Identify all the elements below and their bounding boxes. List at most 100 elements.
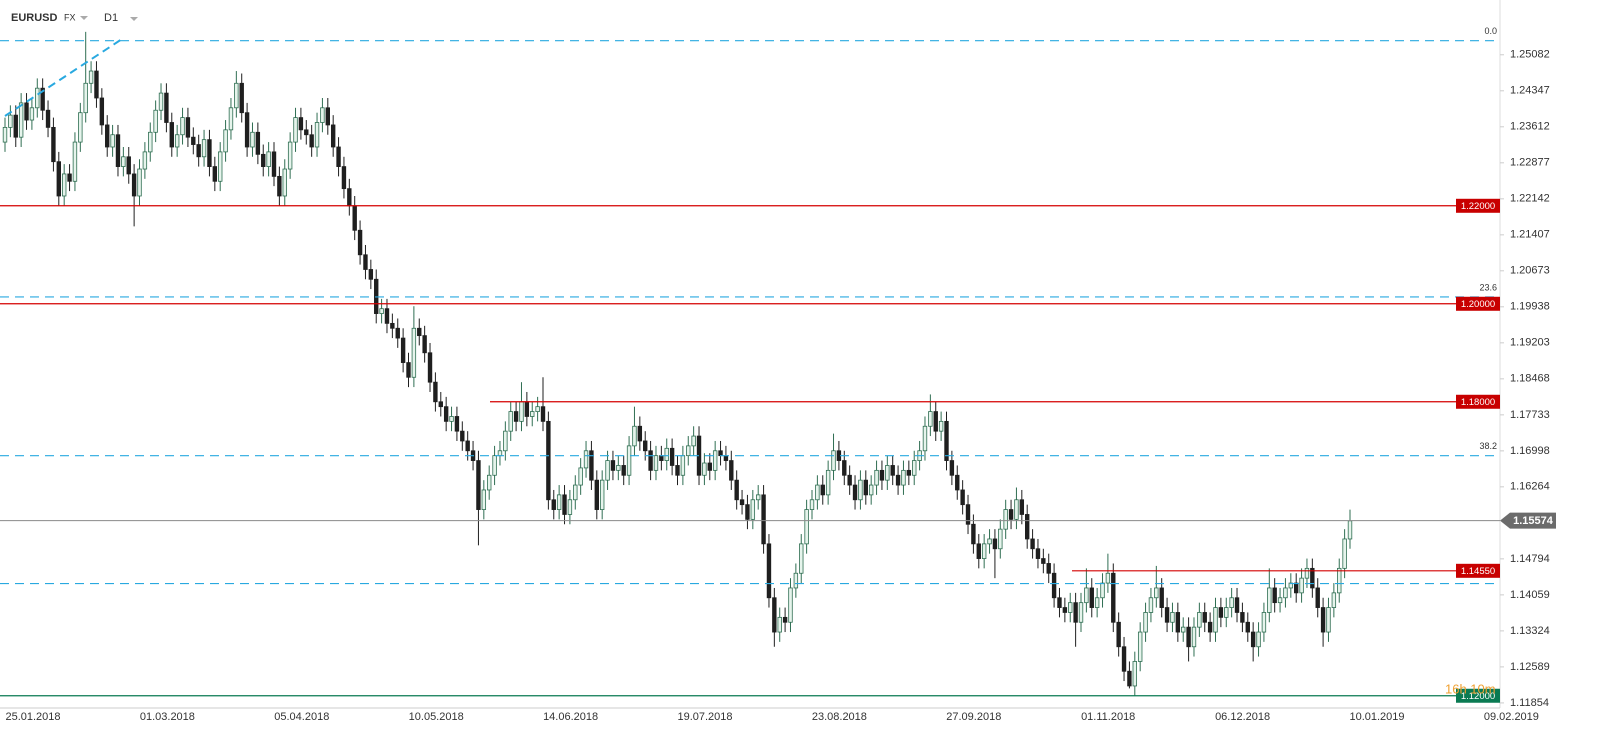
candle-body <box>1164 607 1170 623</box>
x-tick-label: 19.07.2018 <box>677 711 732 723</box>
candle-body <box>153 109 158 133</box>
candle-body <box>562 494 567 515</box>
level-badge <box>1456 198 1500 213</box>
candle-body <box>131 173 137 197</box>
candle-body <box>61 173 67 197</box>
candle-body <box>1191 626 1197 648</box>
candle-body <box>1046 563 1051 574</box>
candle-body <box>1175 612 1181 633</box>
candle-body <box>1229 597 1234 608</box>
candle-body <box>67 173 72 182</box>
candle-body <box>357 229 363 256</box>
level-badge-label: 1.18000 <box>1461 397 1495 408</box>
candle-body <box>1159 587 1164 608</box>
timeframe[interactable]: D1 <box>104 12 118 24</box>
trend-line[interactable] <box>4 38 123 117</box>
y-tick-label: 1.25082 <box>1510 49 1550 61</box>
candle-body <box>664 447 669 461</box>
candle-body <box>29 107 35 121</box>
fib-label: 0.0 <box>1484 26 1497 36</box>
x-tick-label: 01.11.2018 <box>1081 711 1135 723</box>
candle-body <box>1057 597 1062 608</box>
x-tick-label: 09.02.2019 <box>1484 711 1539 723</box>
candle-body <box>1202 612 1207 623</box>
candle-body <box>406 362 411 378</box>
symbol[interactable]: EURUSD <box>11 12 58 24</box>
y-tick-label: 1.12589 <box>1510 661 1550 673</box>
candle-body <box>492 455 497 476</box>
candle-body <box>411 327 417 378</box>
candle-body <box>998 528 1003 550</box>
candle-body <box>546 420 551 501</box>
candle-body <box>686 445 691 457</box>
candle-body <box>637 425 643 442</box>
candle-body <box>745 504 750 520</box>
candle-body <box>400 337 406 363</box>
candle-body <box>379 308 384 314</box>
candle-body <box>363 254 368 270</box>
y-tick-label: 1.14059 <box>1510 589 1550 601</box>
candle-body <box>535 406 540 412</box>
candle-body <box>1068 602 1073 613</box>
dropdown-arrow[interactable] <box>80 16 88 20</box>
candle-body <box>1261 612 1267 633</box>
candle-body <box>1121 646 1127 672</box>
candle-body <box>234 82 239 109</box>
candle-body <box>885 465 890 481</box>
candle-body <box>454 416 460 432</box>
x-tick-label: 06.12.2018 <box>1215 711 1270 723</box>
candle-body <box>1062 607 1068 613</box>
candle-body <box>820 484 825 496</box>
candle-body <box>212 166 218 182</box>
candle-body <box>955 474 960 491</box>
candle-body <box>126 156 131 175</box>
candle-body <box>51 126 56 163</box>
y-tick-label: 1.17733 <box>1510 409 1550 421</box>
candle-body <box>573 484 578 501</box>
candle-body <box>1035 548 1041 559</box>
dropdown-arrow[interactable] <box>130 17 138 21</box>
candle-body <box>723 455 729 461</box>
candle-body <box>352 205 357 231</box>
candle-body <box>486 474 492 491</box>
candle-body <box>443 406 449 422</box>
candle-body <box>191 136 196 145</box>
candle-body <box>766 543 772 599</box>
candle-body <box>1019 499 1025 515</box>
y-tick-label: 1.13324 <box>1510 625 1550 637</box>
candle-body <box>78 112 83 143</box>
candles <box>2 31 1353 696</box>
candle-body <box>739 499 745 506</box>
candle-body <box>1084 587 1089 604</box>
countdown: 16h 10m <box>1445 681 1496 696</box>
candle-body <box>1267 587 1272 613</box>
candle-body <box>1320 607 1326 633</box>
candle-body <box>40 87 45 111</box>
candle-body <box>653 455 659 471</box>
market[interactable]: FX <box>64 12 76 22</box>
candle-body <box>309 134 314 148</box>
candle-body <box>497 450 503 457</box>
last-price-label: 1.15574 <box>1513 515 1554 527</box>
candle-body <box>938 420 944 432</box>
candle-body <box>13 114 18 138</box>
candle-body <box>524 401 530 417</box>
candle-body <box>621 465 626 476</box>
candle-body <box>1008 509 1014 520</box>
candle-body <box>879 469 885 481</box>
candle-body <box>793 572 799 589</box>
candle-body <box>438 401 443 408</box>
overlay: 0.023.638.250.01.220001.200001.180001.14… <box>0 26 1556 703</box>
y-tick-label: 1.21407 <box>1510 229 1550 241</box>
candle-body <box>1051 572 1057 599</box>
candle-body <box>158 92 164 111</box>
candle-body <box>207 139 212 167</box>
candle-body <box>912 460 917 476</box>
candle-body <box>1143 612 1148 633</box>
candle-body <box>729 460 734 481</box>
candle-body <box>1299 577 1304 594</box>
candle-body <box>18 102 24 138</box>
candle-body <box>503 430 508 452</box>
y-tick-label: 1.16264 <box>1510 481 1550 493</box>
candle-body <box>174 134 180 148</box>
